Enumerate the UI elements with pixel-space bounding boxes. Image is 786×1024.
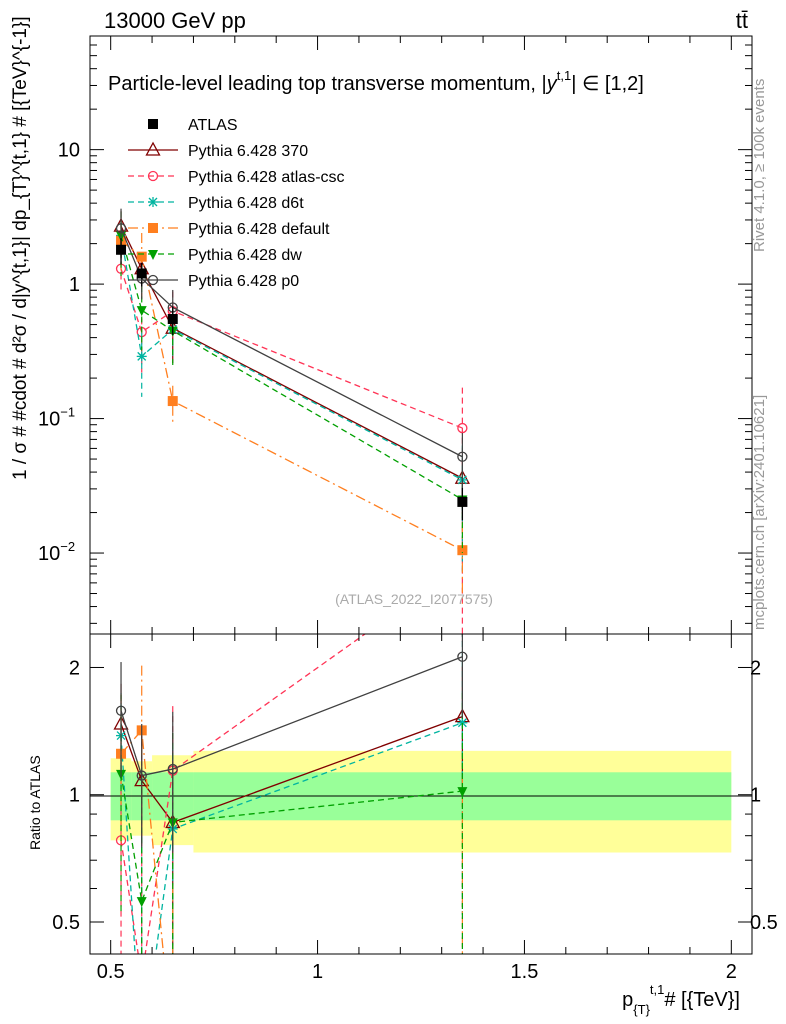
x-axis-label: p{T}t,1# [{TeV}] xyxy=(622,982,740,1017)
ratio-point xyxy=(167,763,178,775)
atlas-point xyxy=(457,496,468,507)
ratio-tick-label: 1 xyxy=(69,785,80,807)
legend-marker xyxy=(147,170,159,182)
y-tick-label-base: 1 xyxy=(69,274,80,296)
x-axis-label-sub: {T} xyxy=(633,1002,650,1017)
y-tick-label-base: 10 xyxy=(38,409,60,431)
series-line xyxy=(120,235,463,501)
ratio-series-5 xyxy=(115,634,468,853)
legend-marker xyxy=(148,119,158,129)
series-line xyxy=(120,225,463,479)
series-line xyxy=(120,268,463,429)
legend-label: ATLAS xyxy=(188,117,238,134)
legend-label: Pythia 6.428 atlas-csc xyxy=(188,169,345,186)
process-label: tt̄ xyxy=(736,8,748,33)
x-tick-label: 1 xyxy=(312,961,323,983)
x-tick-label: 2 xyxy=(726,961,737,983)
plot-title-y: y xyxy=(545,73,558,95)
energy-label: 13000 GeV pp xyxy=(104,8,246,33)
series-point xyxy=(136,306,147,317)
ratio-bands xyxy=(110,750,732,853)
legend-marker-stroke xyxy=(148,197,158,207)
ratio-point xyxy=(137,973,146,982)
legend-label: Pythia 6.428 370 xyxy=(188,143,308,160)
y-tick-label: 10 xyxy=(58,140,80,162)
ratio-line xyxy=(120,773,463,904)
ratio-plot: 0.5 0.5 1 1 2 2 Ratio to ATLAS xyxy=(27,633,778,982)
ratio-line xyxy=(120,634,367,954)
ratio-tick-label-right: 2 xyxy=(750,657,761,679)
x-axis-label-sup: t,1 xyxy=(650,982,664,997)
ratio-y-axis-label: Ratio to ATLAS xyxy=(27,755,43,850)
ratio-plot-frame xyxy=(89,633,753,955)
analysis-id: (ATLAS_2022_I2077575) xyxy=(335,591,493,607)
ratio-tick-label-right: 1 xyxy=(750,785,761,807)
y-tick-label: 10−2 xyxy=(38,539,75,565)
ratio-point xyxy=(457,651,468,662)
ratio-point xyxy=(115,705,127,716)
legend-marker xyxy=(148,197,158,207)
legend-marker xyxy=(147,274,159,286)
legend-label: Pythia 6.428 d6t xyxy=(188,195,304,212)
plot-title-tail: | ∈ [1,2] xyxy=(571,73,644,95)
x-tick-label: 1.5 xyxy=(511,961,539,983)
series-point xyxy=(136,351,147,362)
legend-marker xyxy=(145,141,161,156)
ratio-tick-label-right: 0.5 xyxy=(750,912,778,934)
ratio-line xyxy=(120,716,463,824)
y-tick-label: 10−1 xyxy=(38,405,75,431)
y-tick-label-base: 10 xyxy=(38,543,60,565)
plot-title-sup: t,1 xyxy=(557,68,571,83)
series-point xyxy=(457,545,468,556)
series-line xyxy=(120,235,463,481)
series-point xyxy=(167,396,178,407)
ratio-tick-label: 0.5 xyxy=(52,912,80,934)
x-tick-label: 0.5 xyxy=(97,961,125,983)
ratio-point xyxy=(136,897,147,908)
y-tick-label-exponent: −1 xyxy=(60,405,75,420)
x-ticks: 0.5 1 1.5 2 xyxy=(97,36,737,983)
legend-label: Pythia 6.428 dw xyxy=(188,247,302,264)
main-series xyxy=(113,208,470,634)
rivet-label: Rivet 4.1.0, ≥ 100k events xyxy=(751,79,768,252)
legend-marker xyxy=(148,223,158,233)
legend-label: Pythia 6.428 default xyxy=(188,221,330,238)
atlas-point xyxy=(136,268,147,279)
ratio-series-clipped xyxy=(113,634,470,982)
ratio-series xyxy=(113,634,470,982)
main-series-clipped xyxy=(113,208,470,634)
ratio-point xyxy=(136,770,147,781)
ratio-point-stroke xyxy=(457,718,467,728)
ratio-tick-label: 2 xyxy=(69,657,80,679)
legend-label: Pythia 6.428 p0 xyxy=(188,273,299,290)
series-point xyxy=(136,251,147,262)
ratio-ticks: 0.5 0.5 1 1 2 2 xyxy=(52,657,778,934)
y-tick-label: 1 xyxy=(69,274,80,296)
series-point xyxy=(457,451,468,462)
x-axis-label-tail: # [{TeV}] xyxy=(664,989,740,1011)
plot-title-main: Particle-level leading top transverse mo… xyxy=(108,73,547,95)
y-axis-label: 1 / σ # #cdot # d²σ / d|y^{t,1}| dp_{T}^… xyxy=(10,16,31,480)
x-axis-label-main: p xyxy=(622,989,633,1011)
ratio-line xyxy=(120,656,463,777)
atlas-data xyxy=(116,238,468,521)
ratio-point xyxy=(457,787,468,798)
mcplots-label: mcplots.cern.ch [arXiv:2401.10621] xyxy=(751,395,768,630)
y-tick-label-exponent: −2 xyxy=(60,539,75,554)
atlas-point xyxy=(167,314,178,325)
ratio-point xyxy=(457,967,467,977)
legend: ATLAS Pythia 6.428 370 Pythia 6.428 atlas-… xyxy=(128,117,345,290)
y-tick-label-base: 10 xyxy=(58,140,80,162)
series-point xyxy=(115,223,127,234)
series-point xyxy=(457,422,468,434)
atlas-point xyxy=(116,244,127,255)
legend-marker xyxy=(148,250,158,260)
plot-title: Particle-level leading top transverse mo… xyxy=(108,68,644,95)
series-point-stroke xyxy=(137,351,147,361)
ratio-line xyxy=(120,722,463,954)
